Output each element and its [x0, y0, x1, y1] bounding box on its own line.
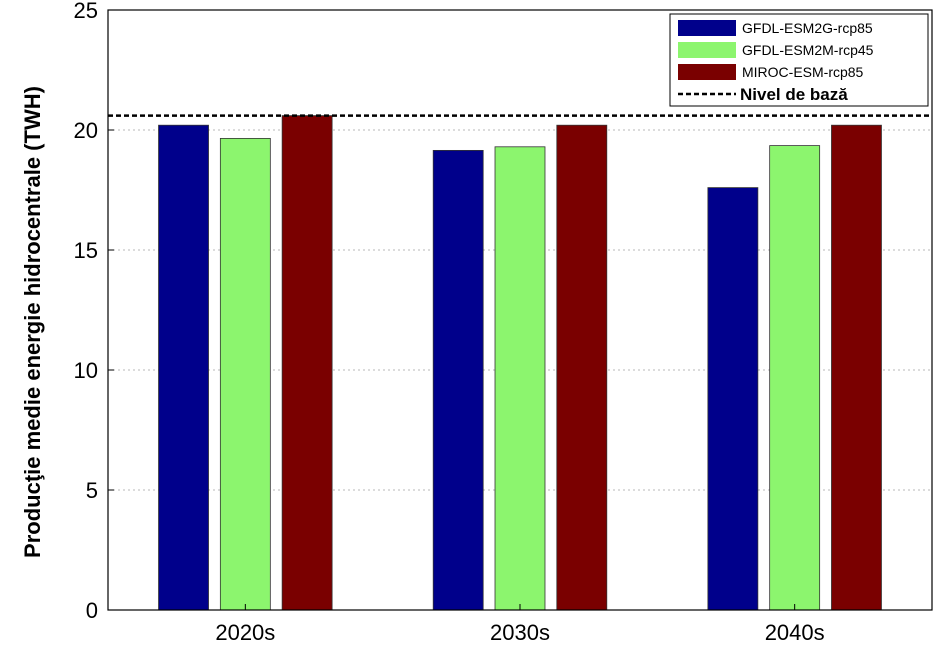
x-tick-label: 2040s	[765, 620, 825, 645]
y-tick-label: 20	[74, 118, 98, 143]
bar-2020s-series-1	[158, 124, 209, 611]
x-tick-label: 2030s	[490, 620, 550, 645]
x-tick-label: 2020s	[215, 620, 275, 645]
bar-2030s-series-1	[432, 149, 484, 611]
legend-label-baseline: Nivel de bază	[740, 85, 848, 104]
legend-swatch-series-3	[678, 64, 736, 80]
bar-2040s-series-1	[707, 187, 759, 611]
y-axis-ticks: 0 5 10 15 20 25	[74, 0, 114, 623]
bar-2040s-series-2	[769, 145, 821, 611]
legend: GFDL-ESM2G-rcp85 GFDL-ESM2M-rcp45 MIROC-…	[669, 13, 929, 107]
bar-2040s-series-3	[831, 124, 882, 611]
y-tick-label: 10	[74, 358, 98, 383]
y-tick-label: 5	[86, 478, 98, 503]
bar-2030s-series-3	[556, 124, 608, 611]
legend-swatch-series-1	[678, 20, 736, 36]
y-tick-label: 25	[74, 0, 98, 23]
bar-2020s-series-2	[219, 137, 271, 611]
x-axis-ticks: 2020s 2030s 2040s	[215, 604, 825, 645]
legend-label-series-1: GFDL-ESM2G-rcp85	[742, 20, 873, 36]
y-axis-label: Producţie medie energie hidrocentrale (T…	[20, 86, 45, 558]
legend-swatch-series-2	[678, 42, 736, 58]
bars	[158, 115, 882, 611]
bar-2030s-series-2	[494, 146, 546, 611]
bar-2020s-series-3	[281, 115, 333, 611]
y-tick-label: 15	[74, 238, 98, 263]
legend-label-series-2: GFDL-ESM2M-rcp45	[742, 42, 874, 58]
y-tick-label: 0	[86, 598, 98, 623]
legend-label-series-3: MIROC-ESM-rcp85	[742, 64, 864, 80]
